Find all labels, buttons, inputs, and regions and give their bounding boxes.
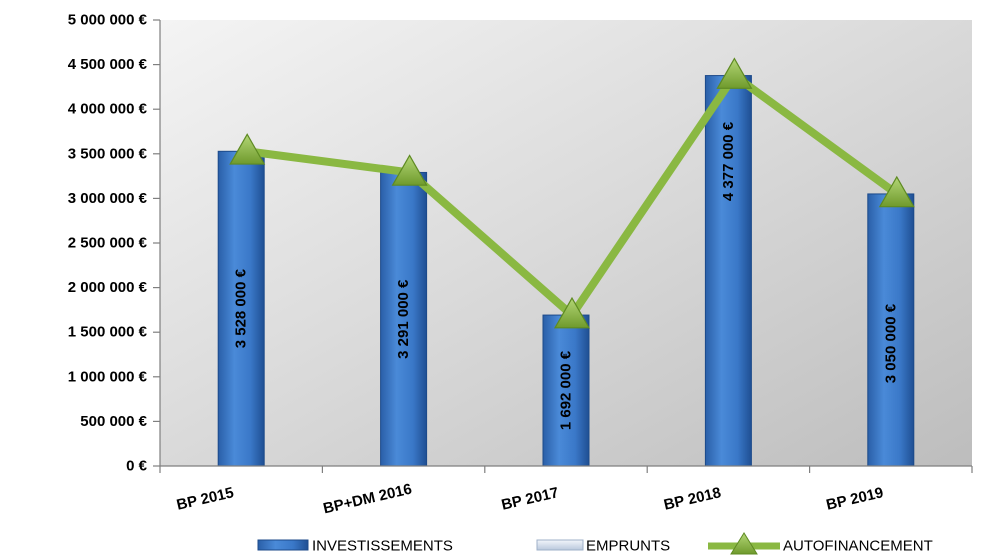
y-tick-label: 2 000 000 € — [68, 279, 148, 296]
legend-label-investissements: INVESTISSEMENTS — [312, 538, 453, 555]
marker-autofinancement — [716, 57, 753, 89]
legend-label-emprunts: EMPRUNTS — [586, 538, 670, 555]
data-label: 3 050 000 € — [882, 303, 899, 383]
y-tick-label: 4 500 000 € — [68, 56, 148, 73]
y-tick-label: 1 000 000 € — [68, 368, 148, 385]
y-tick-label: 500 000 € — [80, 413, 147, 430]
y-tick-label: 5 000 000 € — [68, 12, 148, 29]
data-label: 4 377 000 € — [720, 121, 737, 201]
marker-autofinancement — [229, 133, 266, 165]
marker-autofinancement — [391, 154, 428, 186]
legend-swatch-investissements — [257, 539, 309, 551]
marker-autofinancement — [553, 296, 591, 329]
x-tick-label: BP 2017 — [500, 484, 560, 514]
y-tick-label: 4 000 000 € — [68, 101, 148, 118]
bars-layer — [217, 75, 915, 467]
x-tick-label: BP 2015 — [175, 484, 235, 514]
y-tick-label: 1 500 000 € — [68, 324, 148, 341]
legend-label-autofinancement: AUTOFINANCEMENT — [783, 538, 933, 555]
y-tick-label: 3 000 000 € — [68, 190, 148, 207]
data-label: 1 692 000 € — [558, 350, 575, 430]
bar-investissements — [217, 150, 265, 467]
bar-investissements — [542, 314, 590, 467]
legend-swatch-autofinancement-marker — [730, 532, 758, 555]
marker-autofinancement — [878, 175, 915, 208]
y-tick-label: 0 € — [126, 458, 148, 475]
legend-swatch-emprunts — [536, 539, 584, 551]
x-tick-label: BP+DM 2016 — [322, 481, 414, 518]
y-tick-label: 3 500 000 € — [68, 145, 148, 162]
x-tick-label: BP 2019 — [825, 484, 885, 514]
line-layer — [229, 57, 915, 329]
data-labels-layer: 3 528 000 € 3 291 000 € 1 692 000 € 4 377 0… — [233, 121, 900, 430]
x-tick-label: BP 2018 — [662, 484, 722, 514]
legend: INVESTISSEMENTS EMPRUNTS AUTOFINANCEMENT — [257, 532, 933, 555]
y-tick-label: 2 500 000 € — [68, 235, 148, 252]
data-label: 3 528 000 € — [233, 268, 250, 348]
data-label: 3 291 000 € — [395, 279, 412, 359]
